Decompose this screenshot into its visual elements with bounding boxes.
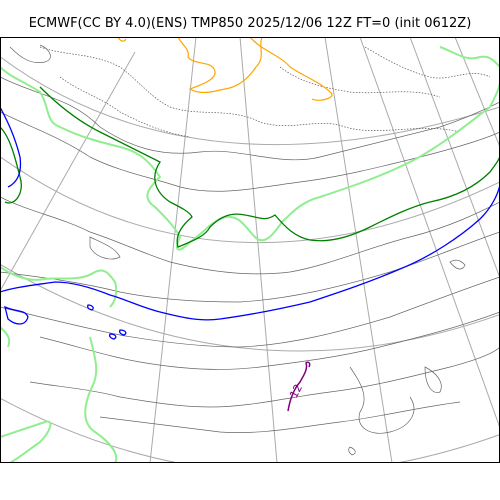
isotherm-blue (0, 184, 500, 321)
graticule-meridian-line (0, 51, 136, 292)
coastline (39, 46, 461, 133)
map-panel: 12 (0, 37, 500, 463)
lightgreen-isotherm (0, 46, 500, 463)
isotherm-blue (86, 304, 94, 311)
graticule-meridian-line (409, 37, 500, 279)
purple-isotherm (287, 361, 311, 412)
isotherm-thin (0, 196, 500, 275)
isotherm-lightgreen (0, 326, 11, 348)
graticule-meridian-line (239, 37, 278, 463)
graticule-meridian-line (324, 37, 393, 463)
isotherm-thin (89, 236, 121, 260)
isotherm-thin (0, 231, 500, 303)
isotherm-green (39, 86, 500, 248)
coastline (364, 46, 491, 79)
isotherm-blue (0, 106, 22, 188)
isotherm-lightgreen (0, 266, 118, 308)
graticule-latitude-line (0, 56, 500, 146)
coastline (59, 76, 191, 138)
isotherm-thin (9, 44, 51, 63)
graticule-meridian-line (149, 37, 197, 463)
graticule-latitude-line (0, 156, 500, 244)
map-canvas: 12 (0, 37, 500, 463)
isotherm-purple (287, 361, 311, 412)
isotherm-thin (348, 446, 356, 456)
map-frame (0, 37, 500, 463)
graticule (0, 37, 500, 463)
isotherm-thin (29, 346, 500, 408)
isotherm-blue (118, 329, 127, 336)
isotherm-thin (99, 401, 461, 433)
coastline (279, 66, 441, 98)
isotherm-blue (4, 305, 29, 325)
graticule-meridian-line (359, 37, 500, 429)
isotherm-lightgreen (439, 46, 500, 68)
isotherm-lightgreen (84, 336, 118, 463)
isotherm-lightgreen (0, 420, 52, 463)
isotherm-green (0, 126, 22, 204)
isotherm-lightgreen (0, 66, 500, 251)
contour-label-12: 12 (287, 382, 305, 400)
isotherm-orange (249, 37, 333, 101)
isotherm-thin (0, 76, 500, 161)
graticule-latitude-line (0, 263, 500, 352)
isotherm-thin (0, 276, 500, 348)
isotherm-thin (424, 366, 442, 393)
graticule-latitude-line (0, 397, 500, 463)
isotherm-blue (108, 333, 117, 340)
orange-isotherm (117, 37, 333, 101)
map-title: ECMWF(CC BY 4.0)(ENS) TMP850 2025/12/06 … (28, 16, 472, 31)
blue-isotherm (0, 106, 500, 340)
isotherm-orange (177, 37, 263, 94)
graticule-meridian-line (454, 37, 500, 148)
thin-isotherms (0, 44, 500, 456)
isotherm-thin (449, 259, 466, 270)
green-isotherm (0, 86, 500, 248)
coastlines (39, 46, 491, 138)
isotherm-thin (349, 366, 415, 434)
isotherm-thin (39, 311, 500, 370)
